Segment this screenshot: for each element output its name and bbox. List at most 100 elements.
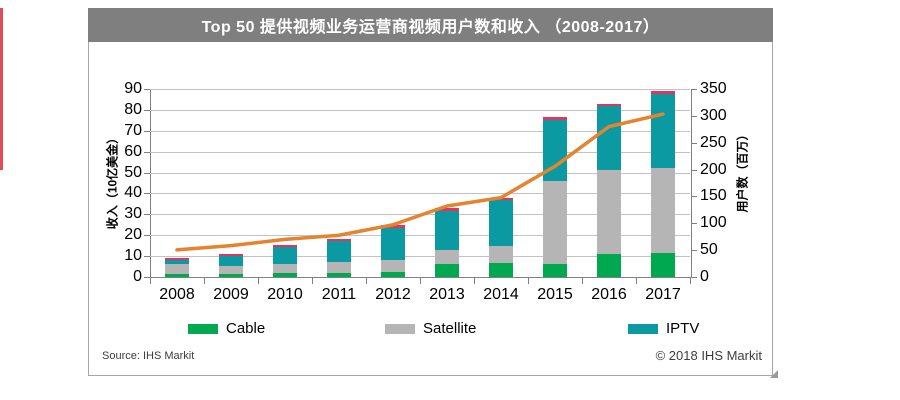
- bar-2009-satellite: [219, 266, 243, 275]
- bar-2014-satellite: [489, 245, 513, 264]
- bar-2016-satellite: [597, 169, 621, 254]
- left-axis-tick: [144, 235, 150, 237]
- bar-2013-unlabeled-red-: [435, 208, 459, 211]
- x-axis-tick: [474, 278, 475, 284]
- legend-item-satellite: Satellite: [385, 320, 476, 337]
- resize-corner-icon: [770, 370, 778, 378]
- legend-swatch-iptv: [628, 323, 658, 334]
- gridline-10: [150, 256, 690, 258]
- gridline-80: [150, 109, 690, 111]
- x-axis-tick: [312, 278, 313, 284]
- left-axis-label: 50: [124, 163, 142, 181]
- left-axis-tick: [144, 109, 150, 111]
- bar-2017-unlabeled-red-: [651, 90, 675, 95]
- bar-2014-cable: [489, 263, 513, 277]
- right-axis-tick: [691, 142, 697, 144]
- x-axis-tick: [366, 278, 367, 284]
- legend-swatch-cable: [188, 323, 218, 334]
- gridline-90: [150, 89, 690, 90]
- left-axis-label: 0: [133, 268, 142, 285]
- right-axis-tick: [691, 115, 697, 117]
- left-axis-label: 80: [124, 100, 142, 118]
- x-axis-label-2011: 2011: [321, 286, 357, 303]
- legend-item-iptv: IPTV: [628, 320, 699, 337]
- bar-2008-cable: [165, 273, 189, 277]
- left-axis-title: 收入（10亿美金）: [105, 131, 120, 230]
- right-axis-label: 100: [700, 214, 727, 232]
- left-axis-label: 90: [124, 80, 142, 97]
- x-axis-tick: [258, 278, 259, 284]
- right-axis-label: 200: [700, 160, 727, 178]
- bar-2013-cable: [435, 263, 459, 277]
- bar-2017-satellite: [651, 168, 675, 253]
- left-axis-label: 30: [124, 205, 142, 223]
- right-axis-label: 150: [700, 187, 727, 205]
- bar-2010-cable: [273, 272, 297, 277]
- left-axis-label: 10: [124, 247, 142, 265]
- x-axis-tick: [420, 278, 421, 284]
- bar-2011-iptv: [327, 241, 351, 262]
- bar-2008-iptv: [165, 260, 189, 264]
- right-axis-label: 350: [700, 80, 727, 97]
- left-axis-tick: [144, 256, 150, 258]
- bar-2008-unlabeled-red-: [165, 257, 189, 261]
- x-axis-tick: [690, 278, 691, 284]
- bar-2016-unlabeled-red-: [597, 104, 621, 107]
- left-axis-label: 40: [124, 184, 142, 202]
- bar-2014-iptv: [489, 200, 513, 246]
- left-axis-tick: [144, 130, 150, 132]
- x-axis-tick: [204, 278, 205, 284]
- right-axis-tick: [691, 277, 697, 278]
- bar-2012-cable: [381, 272, 405, 277]
- left-axis-tick: [144, 193, 150, 195]
- bar-2015-satellite: [543, 180, 567, 264]
- x-axis-tick: [636, 278, 637, 284]
- bar-2011-satellite: [327, 261, 351, 273]
- x-axis-label-2017: 2017: [645, 286, 681, 303]
- x-axis-label-2016: 2016: [591, 286, 627, 303]
- bar-2015-unlabeled-red-: [543, 117, 567, 121]
- bar-2011-unlabeled-red-: [327, 239, 351, 241]
- bar-2012-satellite: [381, 260, 405, 273]
- x-axis-label-2013: 2013: [429, 286, 465, 303]
- legend-swatch-satellite: [385, 323, 415, 334]
- source-text: Source: IHS Markit: [102, 350, 195, 362]
- legend-item-cable: Cable: [188, 320, 265, 337]
- bar-2017-iptv: [651, 94, 675, 169]
- right-axis-tick: [691, 196, 697, 198]
- chart-title-bar: Top 50 提供视频业务运营商视频用户数和收入 （2008-2017）: [88, 8, 773, 42]
- x-axis-tick: [528, 278, 529, 284]
- bar-2012-iptv: [381, 227, 405, 261]
- bar-2010-satellite: [273, 263, 297, 273]
- bar-2009-cable: [219, 274, 243, 277]
- x-axis-label-2008: 2008: [159, 286, 195, 303]
- bar-2009-iptv: [219, 255, 243, 267]
- left-axis-tick: [144, 151, 150, 153]
- right-axis-tick: [691, 250, 697, 252]
- x-axis-label-2010: 2010: [267, 286, 303, 303]
- bar-2016-iptv: [597, 106, 621, 170]
- bar-2015-cable: [543, 263, 567, 277]
- bar-2013-satellite: [435, 250, 459, 264]
- bar-2015-iptv: [543, 120, 567, 181]
- plot-area: [150, 89, 692, 278]
- legend-label-satellite: Satellite: [423, 320, 477, 337]
- left-axis-tick: [144, 277, 150, 278]
- right-axis-label: 0: [700, 268, 709, 285]
- x-axis-tick: [582, 278, 583, 284]
- right-axis-tick: [691, 89, 697, 90]
- x-axis-label-2015: 2015: [537, 286, 573, 303]
- right-axis-title: 用户数（百万）: [735, 128, 750, 213]
- legend: Cable Satellite IPTV: [150, 320, 699, 342]
- right-axis-label: 300: [700, 106, 727, 124]
- copyright-text: © 2018 IHS Markit: [655, 348, 762, 363]
- legend-label-cable: Cable: [226, 320, 266, 337]
- right-axis-tick: [691, 169, 697, 171]
- chart-title: Top 50 提供视频业务运营商视频用户数和收入 （2008-2017）: [201, 19, 660, 36]
- left-axis-label: 20: [124, 226, 142, 244]
- right-axis-label: 50: [700, 241, 718, 259]
- left-edge-red-line: [0, 8, 3, 170]
- bar-2010-iptv: [273, 247, 297, 264]
- bar-2008-satellite: [165, 263, 189, 274]
